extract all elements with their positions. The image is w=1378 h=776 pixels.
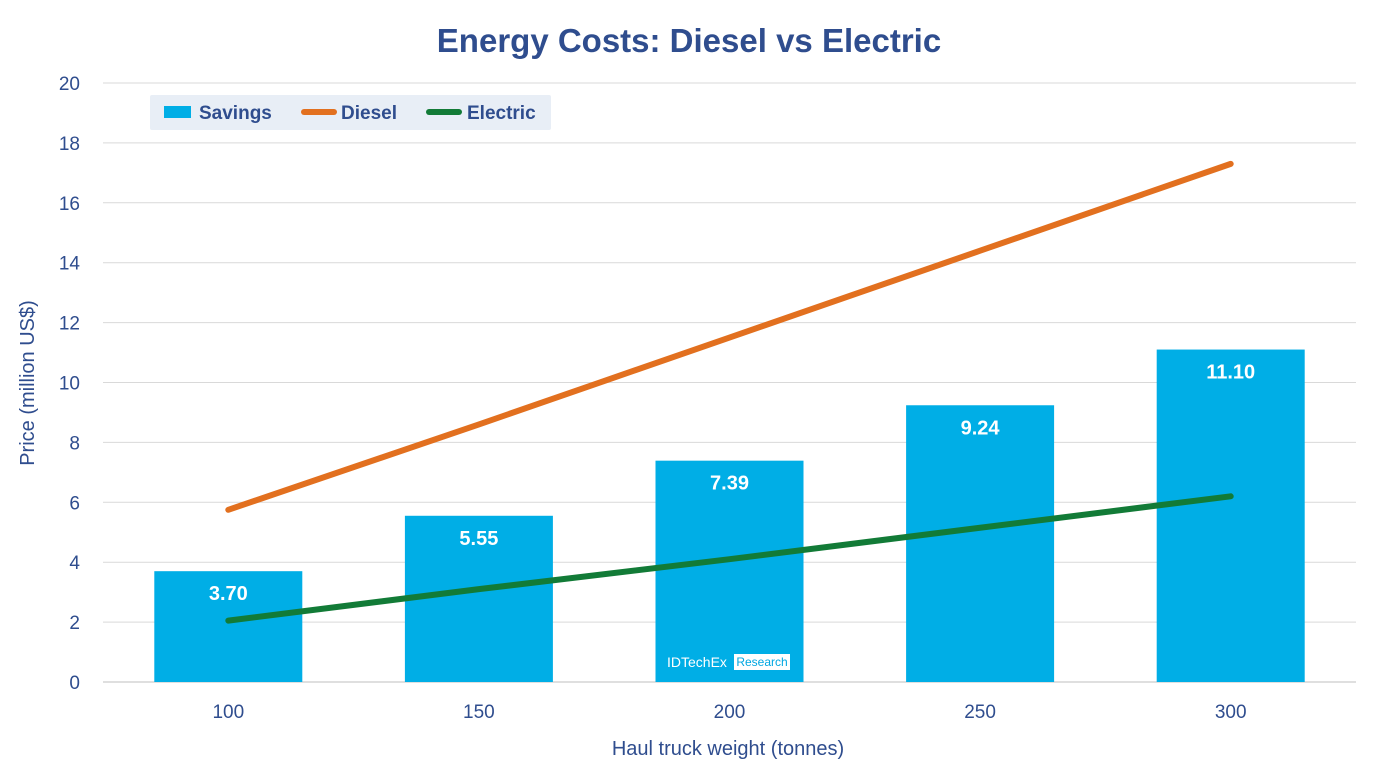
x-axis-ticks: 100 150 200 250 300 [212, 702, 1246, 723]
x-tick-label: 200 [714, 702, 746, 723]
bars-layer [154, 349, 1305, 682]
y-tick-label: 6 [69, 493, 80, 514]
bar-savings-250 [906, 405, 1055, 682]
bar-value-label: 3.70 [209, 583, 248, 605]
y-tick-label: 0 [69, 673, 80, 694]
bar-savings-300 [1156, 349, 1305, 682]
bar-value-label: 11.10 [1206, 362, 1255, 384]
y-tick-label: 4 [69, 553, 80, 574]
x-tick-label: 100 [212, 702, 244, 723]
x-tick-label: 300 [1215, 702, 1247, 723]
data-labels-layer: 3.70 5.55 7.39 9.24 11.10 [209, 362, 1255, 606]
bar-value-label: 9.24 [961, 417, 1001, 439]
legend-label-savings: Savings [199, 103, 272, 124]
x-axis-label: Haul truck weight (tonnes) [612, 738, 844, 760]
bar-value-label: 5.55 [459, 528, 498, 550]
y-tick-label: 16 [59, 194, 80, 215]
y-axis-label: Price (million US$) [17, 300, 39, 466]
bar-savings-150 [404, 515, 553, 682]
idtechex-watermark: IDTechEx Research [667, 654, 790, 670]
y-axis-ticks: 0 2 4 6 8 10 12 14 16 18 20 [59, 74, 81, 694]
x-tick-label: 250 [964, 702, 996, 723]
grid-layer [103, 82, 1356, 683]
line-electric [225, 493, 1234, 624]
y-tick-label: 10 [59, 374, 80, 395]
legend-items: Savings Diesel Electric [164, 103, 536, 124]
watermark-tag-box [734, 654, 790, 670]
lines-layer [225, 160, 1234, 624]
y-tick-label: 18 [59, 134, 80, 155]
y-tick-label: 14 [59, 254, 81, 275]
watermark-brand: IDTechEx [667, 654, 727, 670]
chart-title: Energy Costs: Diesel vs Electric [437, 22, 941, 59]
bar-value-label: 7.39 [710, 473, 749, 495]
y-tick-label: 2 [69, 613, 80, 634]
x-tick-label: 150 [463, 702, 495, 723]
legend-background [150, 95, 551, 130]
legend-label-electric: Electric [467, 103, 536, 124]
y-tick-label: 8 [69, 433, 80, 454]
bar-savings-200 [655, 460, 804, 682]
line-diesel [225, 160, 1234, 513]
legend-swatch-savings [164, 106, 191, 118]
bar-savings-100 [154, 571, 303, 682]
y-tick-label: 20 [59, 74, 80, 95]
y-tick-label: 12 [59, 314, 80, 335]
legend: Savings Diesel Electric [150, 95, 551, 130]
watermark-tag: Research [736, 655, 787, 669]
legend-label-diesel: Diesel [341, 103, 397, 124]
